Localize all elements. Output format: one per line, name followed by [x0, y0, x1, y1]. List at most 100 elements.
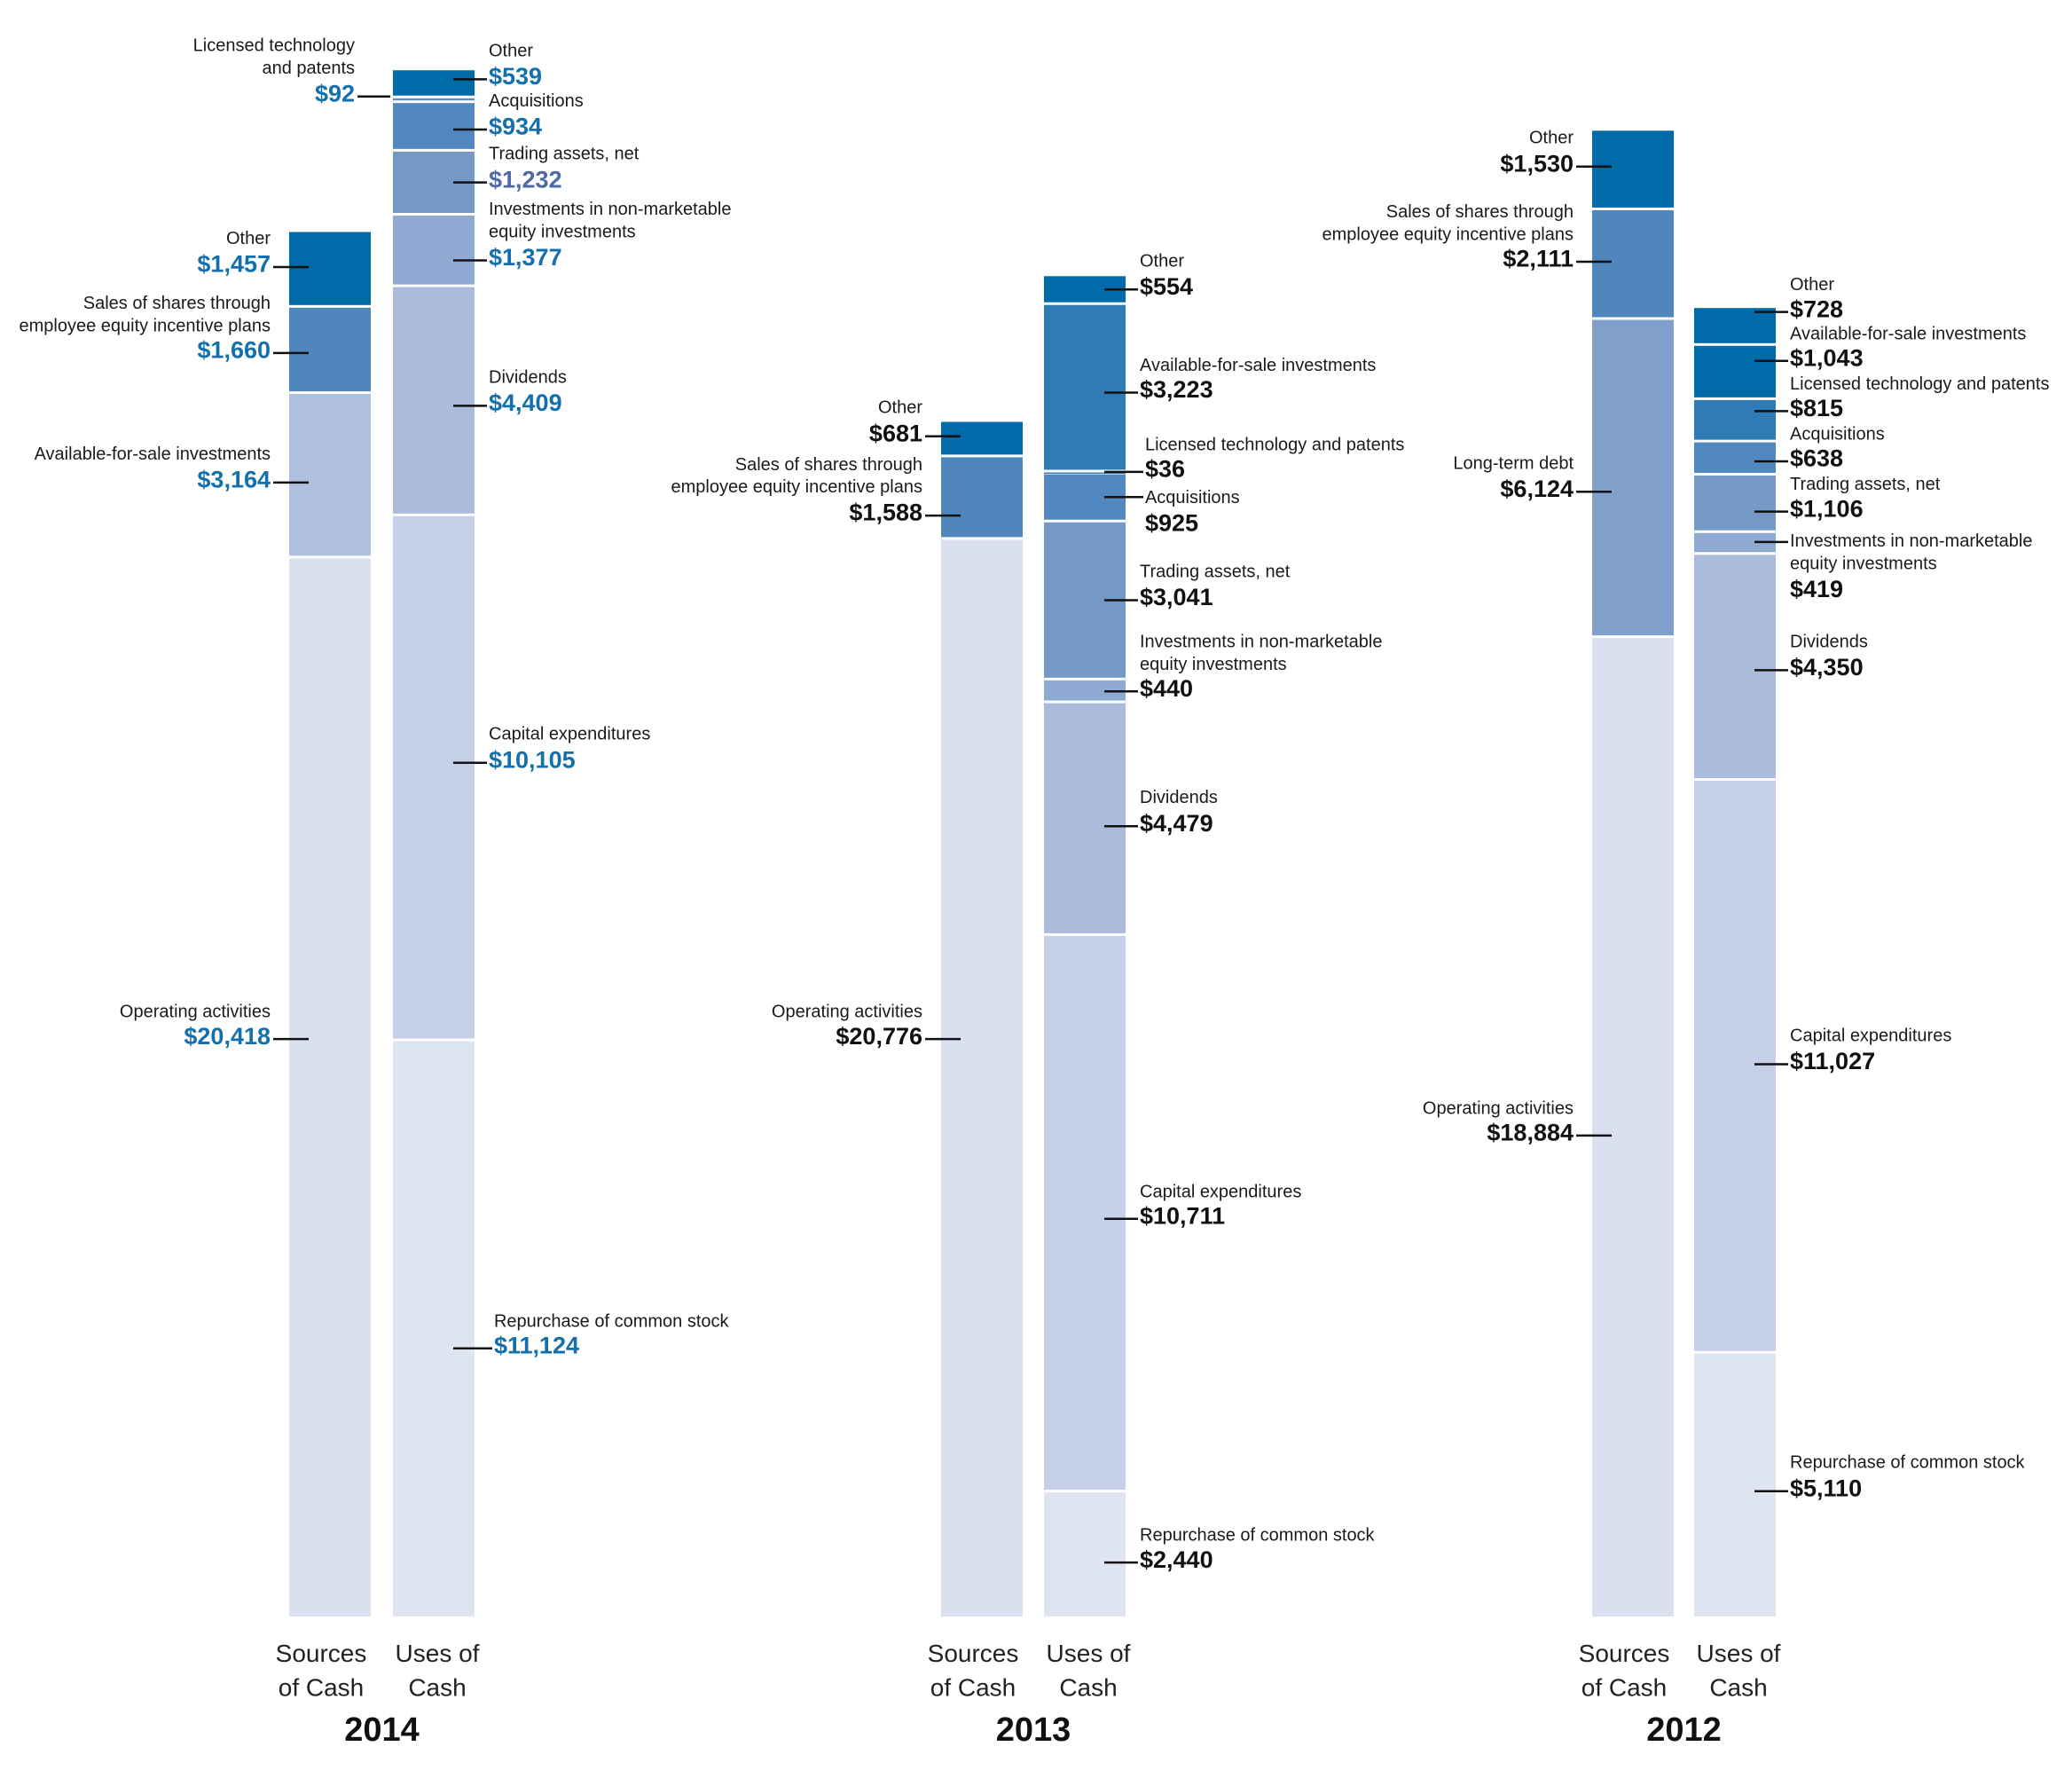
bar-segment-other: [1592, 130, 1674, 208]
chart-2014: Operating activities$20,418 Available-for…: [19, 35, 731, 1749]
segment-value-label: $2,440: [1140, 1546, 1213, 1573]
segment-name-label: Sales of shares through: [1386, 202, 1574, 222]
segment-value-label: $934: [489, 114, 542, 140]
bar-segment-operating-activities: [1592, 638, 1674, 1617]
bar-segment-dividends: [393, 287, 475, 514]
segment-name-label: employee equity incentive plans: [1322, 225, 1574, 245]
segment-name-label: equity investments: [1140, 655, 1287, 674]
bar-segment-dividends: [1044, 703, 1126, 933]
chart-2012: Operating activities$18,884 Long-term deb…: [1322, 129, 2049, 1749]
category-label: Sources: [1579, 1640, 1670, 1667]
segment-name-label: Acquisitions: [489, 91, 584, 111]
bar-segment-acquisitions: [393, 103, 475, 149]
bar-segment-sales-of-shares-through-employee-equity-incentive-plans: [1592, 209, 1674, 318]
segment-name-label: Other: [226, 229, 271, 248]
segment-value-label: $925: [1145, 510, 1198, 537]
segment-name-label: Sales of shares through: [83, 294, 271, 313]
segment-value-label: $4,409: [489, 389, 562, 416]
bar-segment-available-for-sale-investments: [1694, 345, 1776, 397]
segment-name-label: Sales of shares through: [735, 455, 922, 475]
bar-segment-repurchase-of-common-stock: [393, 1041, 475, 1617]
category-label: Cash: [1059, 1674, 1117, 1702]
segment-value-label: $2,111: [1503, 246, 1574, 272]
segment-value-label: $440: [1140, 675, 1193, 702]
segment-value-label: $20,776: [836, 1023, 922, 1050]
segment-name-label: Trading assets, net: [489, 145, 640, 164]
bar-segment-investments-in-non-marketable-equity-investments: [1694, 532, 1776, 553]
segment-name-label: Available-for-sale investments: [1790, 324, 2026, 343]
category-label: of Cash: [1581, 1674, 1668, 1702]
segment-value-label: $3,164: [197, 466, 271, 492]
segment-value-label: $1,232: [489, 166, 562, 193]
category-label: Uses of: [1697, 1640, 1781, 1667]
year-label: 2013: [996, 1711, 1071, 1749]
segment-value-label: $1,588: [849, 500, 922, 526]
segment-name-label: Investments in non-marketable: [1790, 531, 2032, 551]
segment-name-label: Trading assets, net: [1140, 562, 1291, 581]
segment-value-label: $1,457: [197, 251, 271, 278]
segment-name-label: Operating activities: [1423, 1098, 1574, 1118]
segment-value-label: $1,660: [197, 336, 271, 363]
segment-name-label: Dividends: [1790, 632, 1868, 651]
segment-name-label: Licensed technology and patents: [1790, 374, 2049, 394]
segment-name-label: Other: [1140, 251, 1184, 271]
bar-segment-other: [393, 70, 475, 96]
bar-segment-capital-expenditures: [393, 515, 475, 1039]
bar-segment-operating-activities: [941, 539, 1023, 1617]
bar-segment-operating-activities: [289, 558, 371, 1617]
bar-segment-other: [289, 232, 371, 305]
segment-name-label: Dividends: [489, 367, 567, 387]
segment-value-label: $539: [489, 63, 542, 90]
bar-segment-licensed-technology-and-patents: [393, 98, 475, 101]
bar-segment-sales-of-shares-through-employee-equity-incentive-plans: [941, 457, 1023, 538]
segment-value-label: $3,041: [1140, 584, 1213, 610]
bar-segment-other: [941, 421, 1023, 455]
segment-name-label: and patents: [262, 59, 355, 78]
category-label: Sources: [928, 1640, 1019, 1667]
segment-name-label: Repurchase of common stock: [1790, 1453, 2026, 1473]
segment-name-label: Investments in non-marketable: [489, 200, 731, 219]
bar-segment-repurchase-of-common-stock: [1044, 1492, 1126, 1617]
segment-name-label: Investments in non-marketable: [1140, 632, 1382, 651]
category-label: of Cash: [279, 1674, 365, 1702]
segment-name-label: Licensed technology and patents: [1145, 435, 1404, 454]
segment-name-label: employee equity incentive plans: [19, 316, 271, 335]
segment-value-label: $6,124: [1500, 476, 1574, 502]
segment-value-label: $4,479: [1140, 810, 1213, 837]
segment-name-label: Operating activities: [772, 1003, 922, 1022]
segment-name-label: equity investments: [489, 223, 636, 242]
segment-value-label: $10,711: [1140, 1202, 1225, 1229]
category-label: Uses of: [1047, 1640, 1131, 1667]
segment-name-label: Trading assets, net: [1790, 475, 1941, 494]
category-label: Cash: [1709, 1674, 1767, 1702]
category-label: Cash: [408, 1674, 466, 1702]
segment-name-label: Available-for-sale investments: [1140, 356, 1376, 375]
segment-value-label: $1,530: [1500, 150, 1574, 177]
bar-segment-repurchase-of-common-stock: [1694, 1353, 1776, 1617]
segment-name-label: Long-term debt: [1453, 453, 1574, 473]
segment-value-label: $11,124: [494, 1332, 579, 1358]
segment-name-label: Licensed technology: [193, 35, 355, 55]
segment-name-label: Other: [878, 398, 922, 418]
segment-name-label: Other: [489, 41, 533, 60]
segment-value-label: $815: [1790, 395, 1843, 421]
category-label: Sources: [276, 1640, 367, 1667]
segment-name-label: Repurchase of common stock: [1140, 1526, 1376, 1546]
segment-name-label: Capital expenditures: [1140, 1182, 1301, 1201]
segment-value-label: $1,377: [489, 244, 562, 271]
bar-segment-available-for-sale-investments: [289, 394, 371, 556]
segment-name-label: Repurchase of common stock: [494, 1311, 730, 1331]
bar-segment-long-term-debt: [1592, 319, 1674, 636]
bar-segment-other: [1694, 308, 1776, 343]
category-label: of Cash: [930, 1674, 1016, 1702]
bar-segment-capital-expenditures: [1694, 781, 1776, 1351]
segment-value-label: $3,223: [1140, 376, 1213, 403]
segment-name-label: equity investments: [1790, 555, 1937, 574]
segment-value-label: $419: [1790, 576, 1843, 602]
bar-segment-sales-of-shares-through-employee-equity-incentive-plans: [289, 307, 371, 392]
segment-value-label: $5,110: [1790, 1475, 1862, 1501]
category-label: Uses of: [396, 1640, 480, 1667]
year-label: 2012: [1646, 1711, 1722, 1749]
segment-value-label: $18,884: [1487, 1120, 1574, 1146]
